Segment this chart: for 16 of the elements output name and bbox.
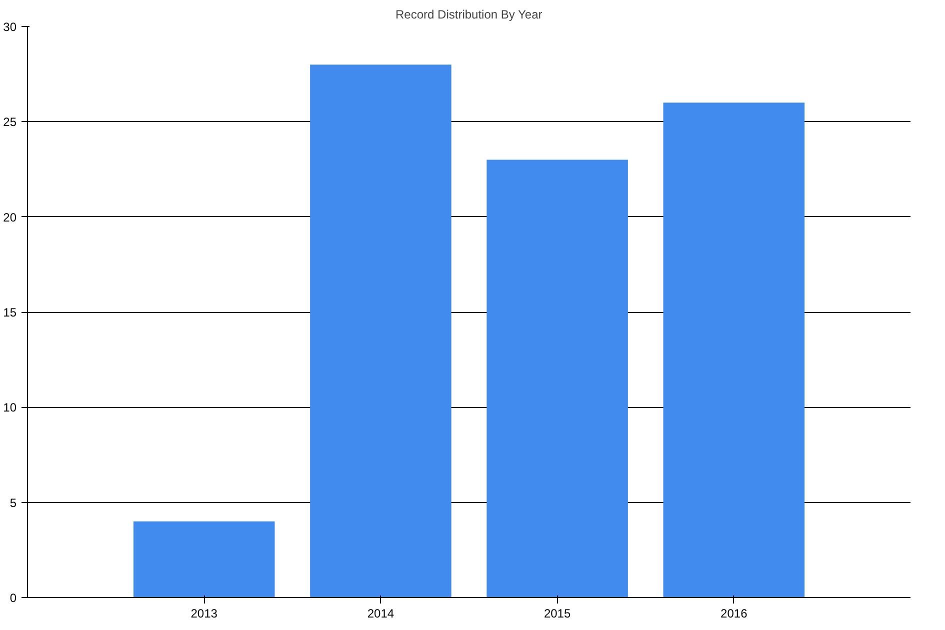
y-tick-label: 20 — [3, 210, 17, 224]
x-tick-label: 2013 — [190, 606, 218, 620]
bar — [663, 102, 805, 598]
y-tick-label: 10 — [3, 400, 17, 415]
y-tick-label: 15 — [3, 306, 17, 320]
x-tick-label: 2014 — [367, 606, 394, 620]
y-tick-label: 0 — [10, 591, 17, 605]
bar — [486, 160, 628, 598]
y-tick-label: 5 — [10, 496, 17, 510]
y-tick-label: 25 — [3, 115, 17, 130]
x-tick-label: 2016 — [720, 606, 748, 620]
bar — [133, 521, 275, 598]
y-tick-label: 30 — [3, 20, 17, 34]
chart-title: Record Distribution By Year — [396, 8, 542, 22]
x-tick-label: 2015 — [544, 606, 571, 620]
bar — [310, 64, 452, 598]
